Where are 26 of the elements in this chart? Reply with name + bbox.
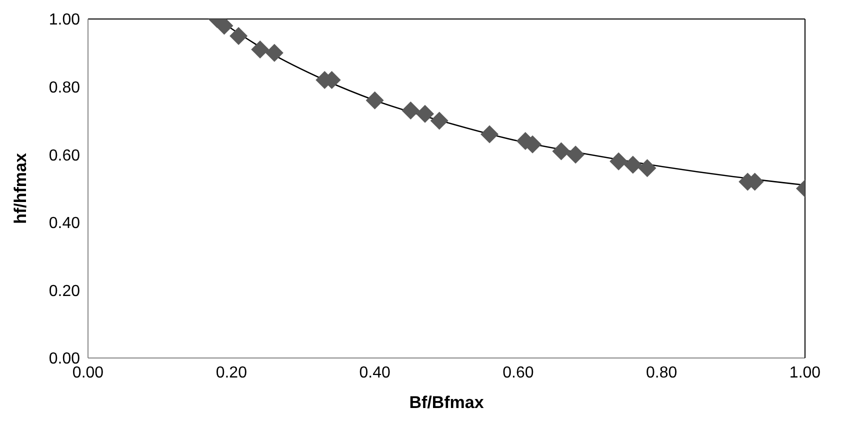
x-axis-title: Bf/Bfmax [409,393,484,412]
point [430,112,448,130]
y-axis-title: hf/hfmax [11,152,30,224]
point [624,156,642,174]
x-tick-label: 1.00 [789,364,821,382]
y-tick-label: 1.00 [48,12,80,29]
point [251,40,270,59]
point [366,91,384,110]
x-tick-label: 0.60 [502,364,534,382]
y-tick-label: 0.60 [48,147,80,164]
x-tick-label: 0.20 [216,364,248,382]
point [230,26,248,45]
point [610,152,628,170]
x-tick-label: 0.40 [359,364,390,382]
y-tick-label: 0.80 [48,79,80,96]
point [265,44,284,62]
x-tick-label: 0.80 [646,364,678,382]
y-tick-label: 0.20 [48,282,80,300]
point [402,102,420,120]
x-tick-label: 0.00 [72,364,104,382]
point [566,146,585,164]
point [552,142,570,160]
y-tick-label: 0.40 [48,215,80,232]
point [480,125,499,144]
point [638,159,656,178]
point [416,104,434,123]
